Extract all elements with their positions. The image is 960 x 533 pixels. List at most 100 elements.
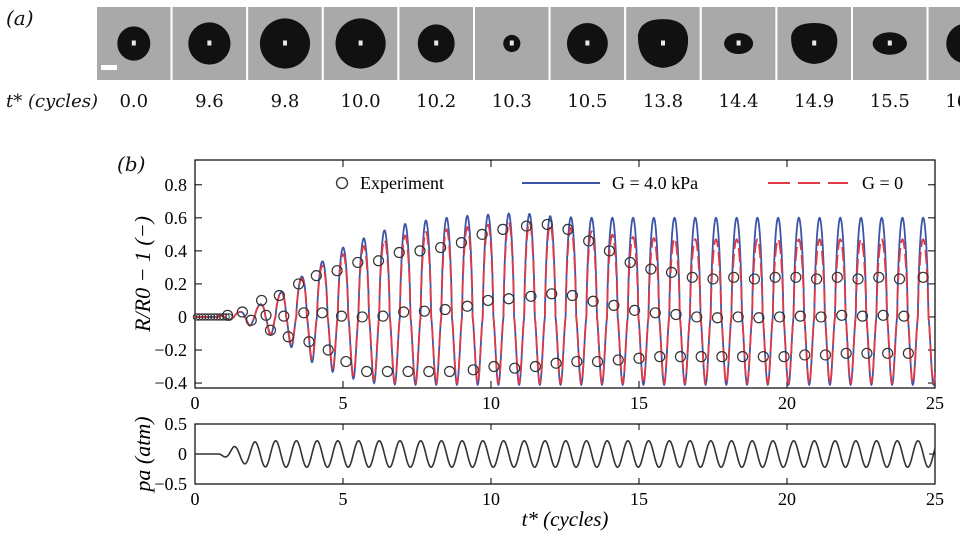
experiment-point [654, 351, 666, 363]
experiment-point [509, 362, 521, 374]
panel-b-label: (b) [117, 152, 146, 176]
time-x-axis-label: t* (cycles) [522, 507, 609, 531]
x-tick-label: 0 [191, 489, 200, 509]
experiment-point [624, 256, 636, 269]
frame-time-label: 10.3 [491, 91, 532, 112]
droplet-highlight [736, 40, 741, 46]
experiment-point [819, 349, 832, 361]
experiment-point [278, 310, 290, 322]
x-tick-label: 15 [630, 489, 648, 509]
frame-time-label: 16.1 [945, 91, 960, 112]
experiment-point [303, 336, 315, 348]
frame-divider [624, 7, 627, 80]
pressure-line [195, 440, 936, 468]
x-tick-label: 5 [339, 393, 348, 413]
experiment-point [381, 365, 393, 378]
experiment-point [488, 360, 500, 373]
experiment-point [256, 294, 268, 307]
frame-time-label: 10.2 [416, 91, 457, 112]
x-tick-label: 0 [191, 393, 200, 413]
droplet-highlight [812, 40, 817, 46]
x-tick-label: 15 [630, 393, 648, 413]
experiment-point [476, 228, 488, 240]
experiment-point [707, 273, 719, 285]
frame-time-label: 10.5 [567, 91, 608, 112]
experiment-point [298, 307, 310, 319]
experiment-point [695, 351, 707, 363]
experiment-point [571, 355, 583, 368]
droplet [946, 24, 960, 63]
frame-time-label: 14.9 [794, 91, 835, 112]
experiment-point [398, 306, 410, 318]
x-tick-label: 20 [778, 489, 796, 509]
x-tick-label: 25 [926, 489, 944, 509]
frame-divider [926, 7, 929, 80]
experiment-point [566, 289, 579, 302]
experiment-point [340, 355, 352, 368]
scale-bar [101, 65, 117, 70]
experiment-point [293, 278, 305, 290]
radius-plot: −0.4 −0.2 0 0.2 0.4 0.6 0.8 0 5 10 15 20 25 Experime… [154, 159, 944, 413]
y-tick-label: 0.2 [165, 274, 188, 294]
experiment-point [794, 310, 806, 322]
experiment-point [591, 355, 604, 368]
experiment-point [562, 223, 574, 235]
experiment-point [748, 273, 761, 285]
experiment-point [443, 365, 456, 378]
experiment-point [352, 256, 364, 269]
time-row-label: t* (cycles) [6, 91, 98, 112]
experiment-point [902, 347, 914, 359]
experiment-point [316, 307, 328, 319]
experiment-point [728, 271, 740, 283]
droplet-highlight [131, 40, 136, 46]
x-tick-label: 20 [778, 393, 796, 413]
experiment-points [192, 218, 929, 378]
radius-y-axis-label: R/R0 − 1 (−) [130, 216, 155, 333]
frame-time-label: 9.6 [195, 91, 224, 112]
experiment-point [503, 293, 515, 305]
experiment-point [583, 235, 595, 247]
droplet-highlight [661, 40, 665, 46]
experiment-point [467, 364, 479, 376]
y-tick-label: −0.4 [154, 373, 187, 393]
legend: Experiment G = 4.0 kPa G = 0 [335, 173, 903, 193]
experiment-point [335, 310, 348, 322]
experiment-point [810, 273, 823, 285]
experiment-point [898, 310, 910, 322]
radius-plot-frame [194, 159, 936, 389]
pressure-plot-ticks: −0.500.50 5 10 15 20 25 [154, 414, 944, 509]
experiment-point [414, 245, 426, 257]
experiment-point [790, 271, 802, 283]
experiment-point [356, 311, 368, 323]
y-tick-label: 0.4 [165, 241, 188, 261]
experiment-point [260, 309, 272, 321]
radius-plot-ticks: −0.4 −0.2 0 0.2 0.4 0.6 0.8 0 5 10 15 20 25 [154, 160, 944, 413]
experiment-point [612, 354, 624, 366]
experiment-point [736, 351, 749, 363]
x-tick-label: 25 [926, 393, 944, 413]
y-tick-label: 0 [178, 307, 187, 327]
experiment-point [608, 299, 620, 311]
experiment-point [799, 349, 811, 361]
experiment-point [831, 271, 843, 283]
experiment-point [322, 344, 334, 356]
experiment-point [331, 265, 343, 277]
droplet-image-strip [97, 7, 960, 80]
experiment-point [361, 365, 373, 378]
experiment-point [439, 303, 451, 316]
experiment-point [873, 271, 885, 283]
droplet-highlight [887, 40, 892, 46]
frame-divider [246, 7, 249, 80]
experiment-point [541, 218, 553, 231]
experiment-point [455, 237, 467, 249]
frame-time-label: 10.0 [340, 91, 381, 112]
legend-label-newtonian: G = 0 [862, 173, 903, 193]
experiment-point [264, 324, 277, 336]
experiment-point [665, 266, 678, 278]
experiment-point [245, 314, 257, 326]
y-tick-label: 0 [178, 444, 187, 464]
y-tick-label: 0.6 [165, 208, 188, 228]
experiment-point [773, 311, 786, 323]
experiment-point [520, 220, 533, 232]
pressure-plot: −0.500.50 5 10 15 20 25 [154, 414, 944, 509]
